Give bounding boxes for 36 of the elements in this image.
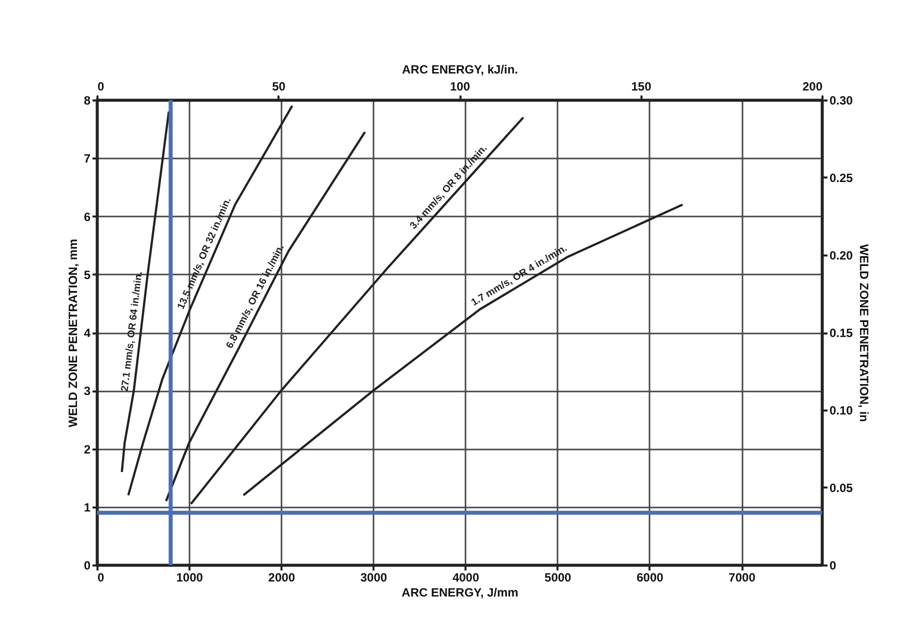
x2-tick-label: 50 [272, 80, 286, 94]
line-series [120, 110, 170, 474]
y-tick-label: 6 [84, 210, 91, 224]
x2-tick-label: 0 [98, 80, 104, 94]
y-tick-label: 8 [84, 94, 91, 108]
x-tick-label: 5000 [544, 570, 572, 584]
y2-tick-label: 0.05 [830, 481, 854, 495]
x-tick-label: 7000 [728, 570, 756, 584]
x-tick-label: 0 [98, 570, 104, 584]
y-tick-label: 5 [84, 268, 91, 282]
y-tick-label: 7 [84, 152, 91, 166]
y2-axis-title: WELD ZONE PENETRATION, in [856, 244, 871, 422]
line-series [164, 130, 366, 502]
y-axis-title: WELD ZONE PENETRATION, mm [66, 238, 80, 428]
x2-tick-label: 150 [631, 80, 652, 94]
y-tick-label: 3 [84, 384, 91, 398]
y2-tick-label: 0 [830, 558, 836, 572]
x2-axis-title: ARC ENERGY, kJ/in. [402, 62, 518, 76]
x2-tick-label: 100 [450, 80, 470, 94]
x-tick-label: 3000 [360, 570, 388, 584]
x-axis-title: ARC ENERGY, J/mm [402, 586, 518, 600]
x2-tick-label: 200 [802, 80, 823, 94]
y-tick-label: 2 [84, 442, 91, 456]
x-tick-label: 6000 [636, 570, 664, 584]
x-tick-label: 1000 [176, 570, 204, 584]
y2-tick-label: 0.15 [830, 326, 854, 340]
text: 27.1 mm/s, OR 64 in./min. [120, 270, 145, 392]
y2-tick-label: 0.30 [830, 94, 854, 108]
y2-tick-label: 0.20 [830, 248, 854, 262]
y-tick-label: 4 [84, 326, 91, 340]
y2-tick-label: 0.25 [830, 171, 854, 185]
y2-tick-label: 0.10 [830, 404, 854, 418]
x-tick-label: 2000 [268, 570, 296, 584]
x-tick-label: 4000 [452, 570, 480, 584]
y-tick-label: 1 [84, 500, 91, 514]
y-tick-label: 0 [84, 558, 91, 572]
